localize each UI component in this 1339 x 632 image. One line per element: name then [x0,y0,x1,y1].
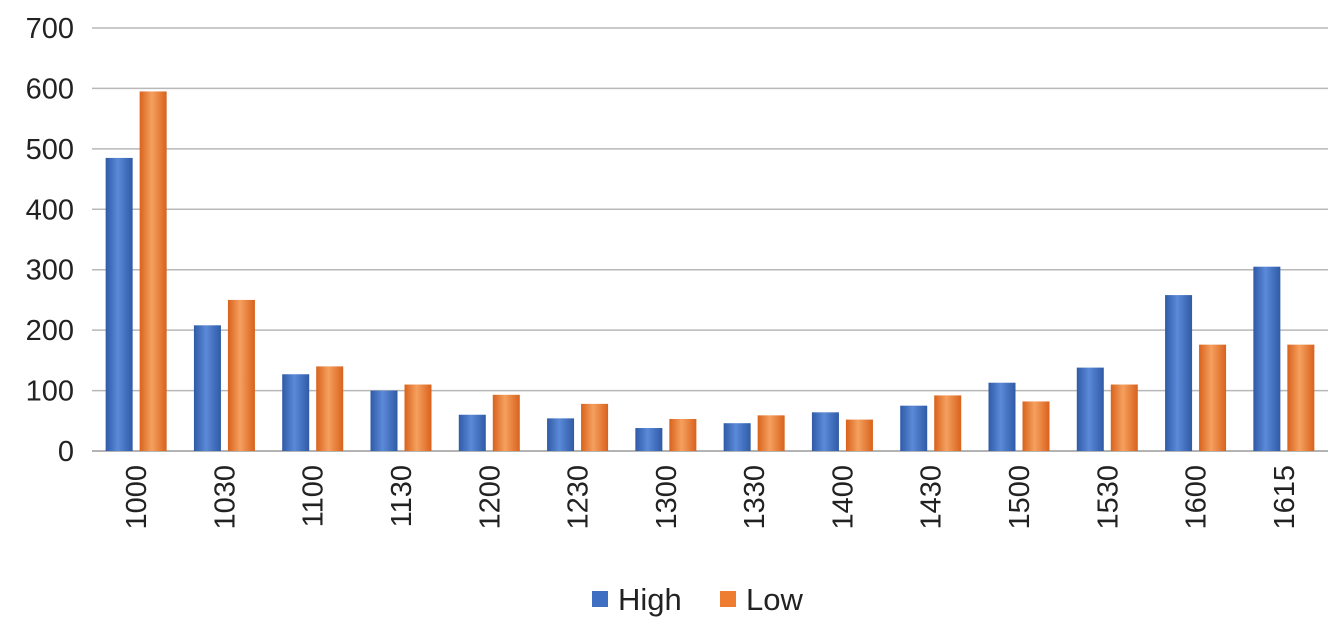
y-tick-label: 700 [26,13,74,45]
bar-low-1400 [845,419,873,451]
x-tick-label: 1300 [651,465,683,530]
bar-low-1230 [581,403,609,451]
legend-swatch-high [592,591,608,607]
y-tick-label: 0 [58,436,74,468]
x-tick-label: 1330 [739,465,771,530]
y-axis-ticks: 0 100 200 300 400 500 600 700 [26,13,74,468]
bar-high-1600 [1165,295,1193,451]
x-tick-label: 1030 [209,465,241,530]
y-tick-label: 300 [26,255,74,287]
legend-label-low: Low [746,582,803,617]
bar-low-1600 [1199,344,1227,451]
x-tick-label: 1400 [827,465,859,530]
x-tick-label: 1530 [1092,465,1124,530]
bar-low-1530 [1110,384,1138,451]
y-tick-label: 100 [26,376,74,408]
legend: High Low [592,582,803,617]
legend-swatch-low [720,591,736,607]
y-tick-label: 600 [26,73,74,105]
bar-low-1200 [492,394,520,451]
bar-low-1615 [1287,344,1315,451]
bar-low-1500 [1022,401,1050,451]
x-tick-label: 1200 [474,465,506,530]
bar-high-1300 [635,428,663,451]
bar-low-1430 [934,395,962,451]
bar-low-1300 [669,418,697,451]
gridlines [92,27,1328,452]
x-tick-label: 1000 [121,465,153,530]
bar-low-1130 [404,384,432,451]
x-tick-label: 1100 [298,465,330,527]
bar-high-1100 [282,374,310,451]
bar-high-1200 [458,414,486,451]
bar-high-1500 [988,382,1016,451]
bar-low-1030 [227,299,255,451]
x-tick-label: 1230 [563,465,595,530]
bar-low-1330 [757,415,785,451]
bar-high-1430 [900,405,928,451]
bar-high-1615 [1253,266,1281,451]
bar-high-1230 [547,418,575,451]
bar-high-1330 [723,423,751,451]
x-tick-label: 1130 [386,465,418,527]
bar-low-1100 [316,366,344,451]
x-tick-label: 1430 [916,465,948,530]
x-tick-label: 1600 [1181,465,1213,530]
bar-high-1000 [105,157,133,451]
bar-high-1530 [1076,367,1104,451]
x-tick-label: 1500 [1004,465,1036,530]
bar-low-1000 [139,91,167,451]
bar-high-1030 [193,325,221,451]
bar-high-1400 [811,412,839,451]
x-tick-label: 1615 [1269,465,1301,530]
bars [105,91,1315,451]
y-tick-label: 200 [26,315,74,347]
legend-label-high: High [618,582,682,617]
bar-high-1130 [370,390,398,451]
y-tick-label: 500 [26,134,74,166]
y-tick-label: 400 [26,194,74,226]
x-axis-ticks: 1000 1030 1100 1130 1200 1230 1300 1330 1400 1430… [121,465,1301,530]
